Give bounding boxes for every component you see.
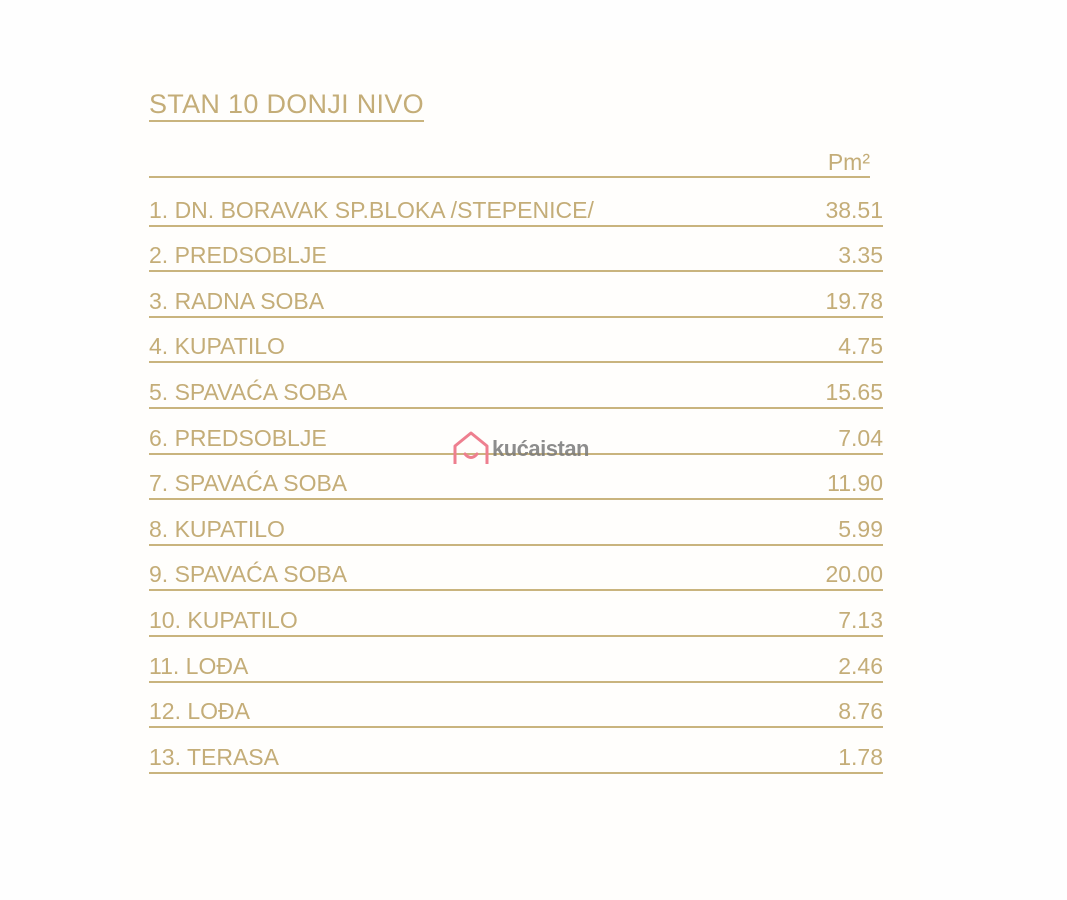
room-label: 1. DN. BORAVAK SP.BLOKA /STEPENICE/ <box>149 196 594 223</box>
room-area: 15.65 <box>825 378 883 405</box>
room-area: 1.78 <box>838 743 883 770</box>
room-row: 1. DN. BORAVAK SP.BLOKA /STEPENICE/38.51 <box>149 181 883 227</box>
room-label: 2. PREDSOBLJE <box>149 242 327 269</box>
room-area: 5.99 <box>838 515 883 542</box>
column-header: Pm² <box>149 146 870 178</box>
room-row: 5. SPAVAĆA SOBA 15.65 <box>149 363 883 409</box>
room-row: 9. SPAVAĆA SOBA 20.00 <box>149 546 883 592</box>
room-row: 7. SPAVAĆA SOBA 11.90 <box>149 455 883 501</box>
room-label: 11. LOĐA <box>149 652 249 679</box>
room-area: 11.90 <box>827 470 883 497</box>
room-label: 7. SPAVAĆA SOBA <box>149 470 348 497</box>
room-area: 8.76 <box>838 698 883 725</box>
room-area: 19.78 <box>825 287 883 314</box>
room-area: 20.00 <box>825 561 883 588</box>
room-row: 13. TERASA 1.78 <box>149 728 883 774</box>
room-row: 12. LOĐA 8.76 <box>149 683 883 729</box>
room-label: 12. LOĐA <box>149 698 250 725</box>
watermark-logo: kućaistan <box>452 430 590 468</box>
unit-header: Pm² <box>827 149 870 175</box>
watermark-text: kućaistan <box>492 436 590 461</box>
room-label: 8. KUPATILO <box>149 515 285 542</box>
room-area: 2.46 <box>838 652 883 679</box>
room-row: 4. KUPATILO 4.75 <box>149 318 883 364</box>
room-area: 7.13 <box>838 606 883 633</box>
document-page <box>120 40 920 900</box>
page-title: STAN 10 DONJI NIVO <box>149 88 424 122</box>
room-label: 5. SPAVAĆA SOBA <box>149 378 348 405</box>
room-area: 38.51 <box>825 196 883 223</box>
room-area: 4.75 <box>838 333 883 360</box>
room-label: 10. KUPATILO <box>149 606 298 633</box>
room-label: 4. KUPATILO <box>149 333 285 360</box>
house-icon <box>453 431 489 464</box>
room-area: 7.04 <box>838 424 883 451</box>
room-row: 10. KUPATILO 7.13 <box>149 591 883 637</box>
room-label: 13. TERASA <box>149 743 279 770</box>
room-row: 11. LOĐA 2.46 <box>149 637 883 683</box>
room-row: 8. KUPATILO 5.99 <box>149 500 883 546</box>
room-label: 3. RADNA SOBA <box>149 287 325 314</box>
room-row: 3. RADNA SOBA 19.78 <box>149 272 883 318</box>
room-label: 6. PREDSOBLJE <box>149 424 327 451</box>
room-label: 9. SPAVAĆA SOBA <box>149 561 348 588</box>
room-list: 1. DN. BORAVAK SP.BLOKA /STEPENICE/38.51… <box>149 181 883 774</box>
room-area: 3.35 <box>838 242 883 269</box>
room-row: 2. PREDSOBLJE 3.35 <box>149 227 883 273</box>
room-row: 6. PREDSOBLJE 7.04 <box>149 409 883 455</box>
